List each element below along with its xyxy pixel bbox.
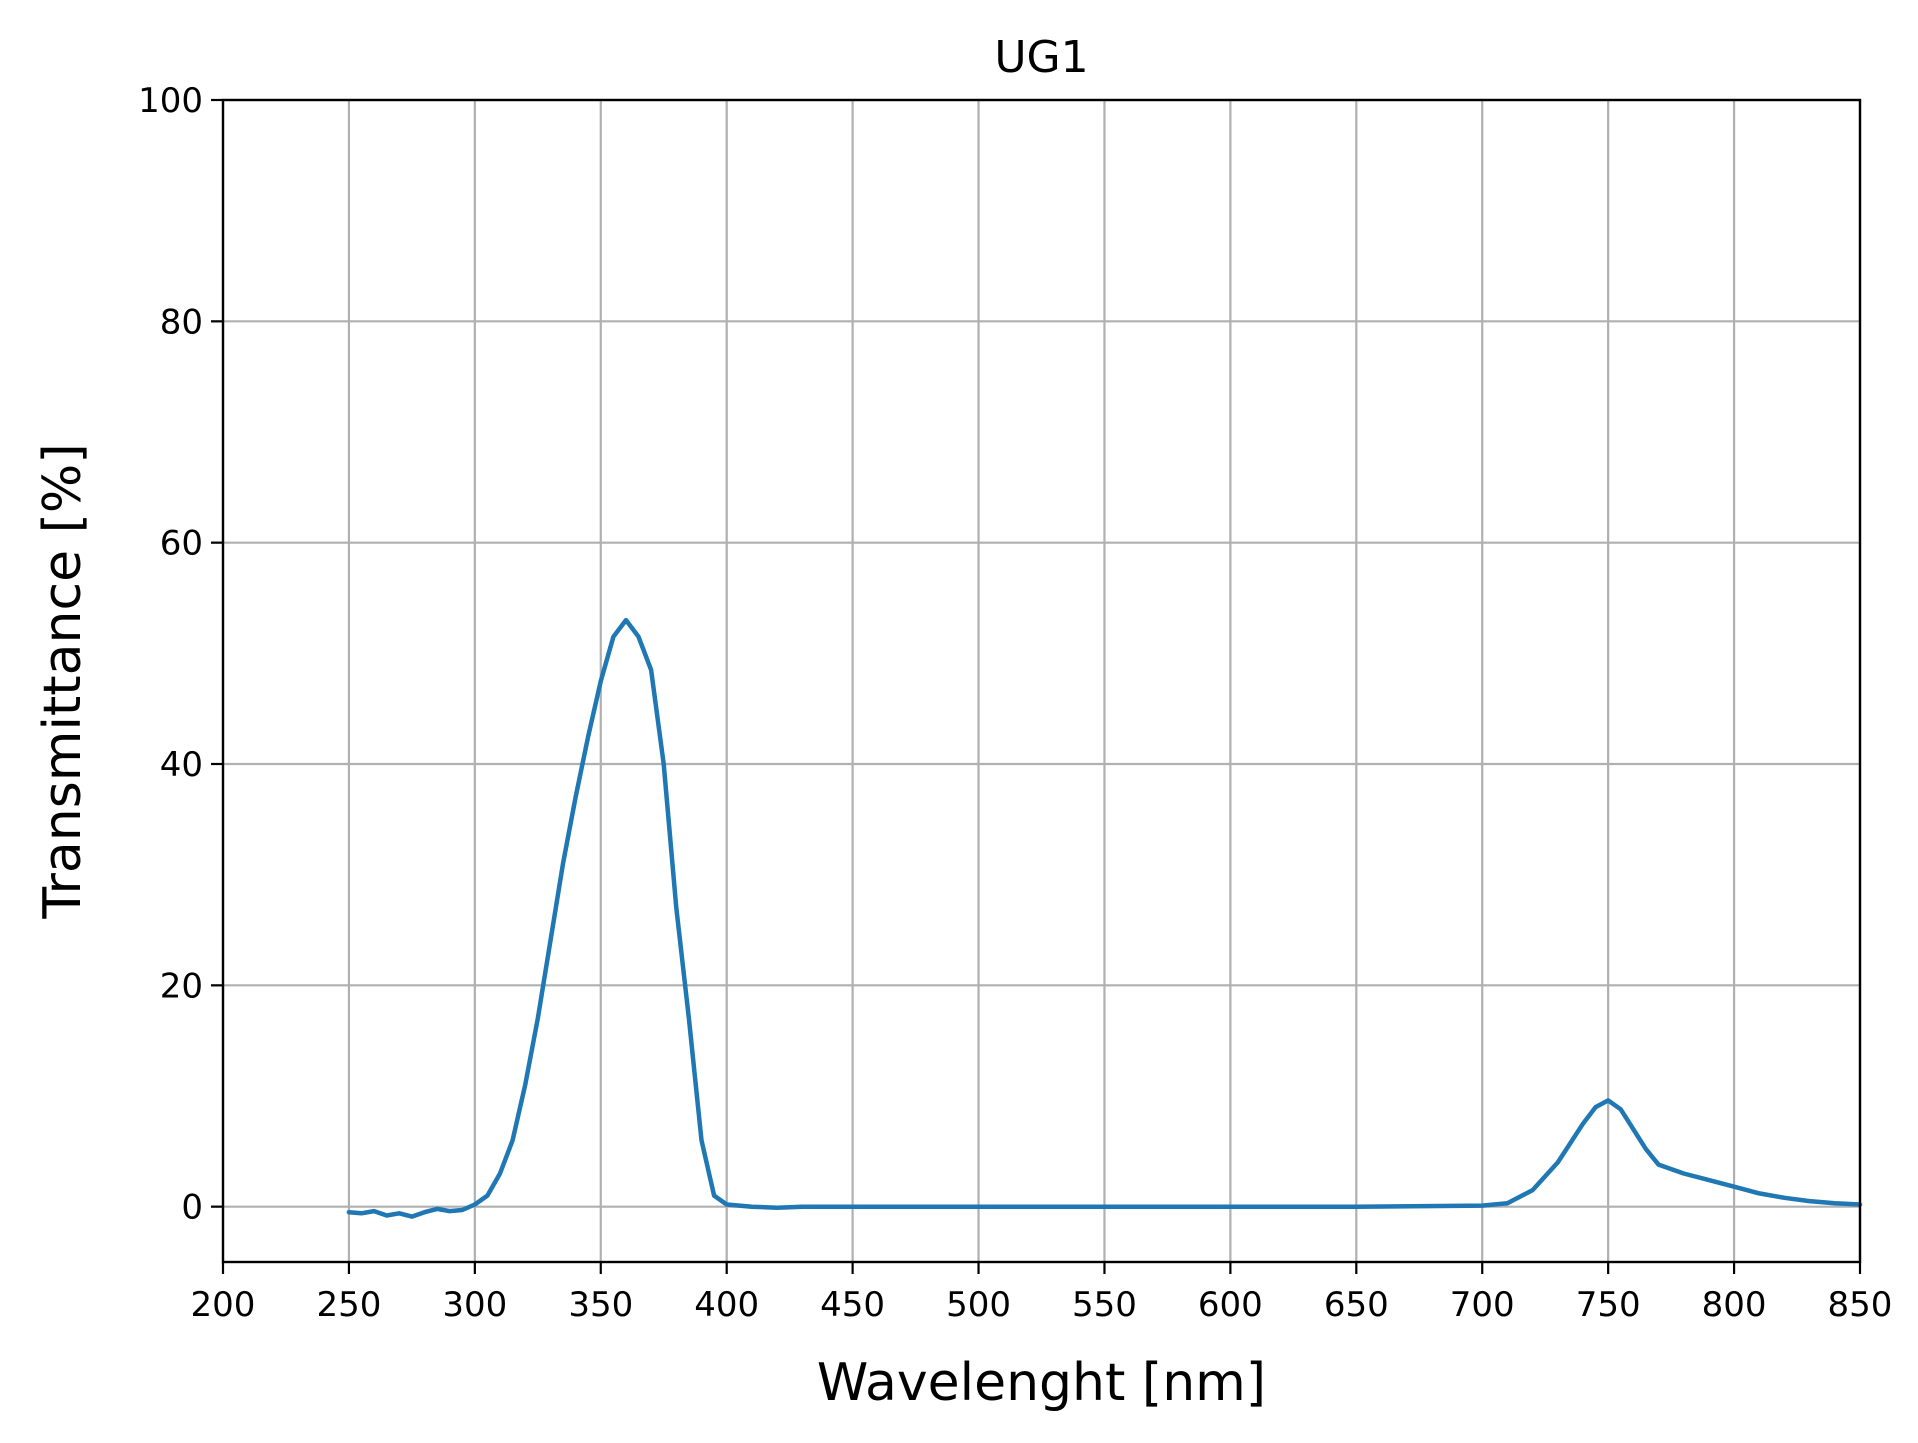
ticks: 200 250 300 350 400 450 500 550 600 650 700 750 800 8…: [138, 81, 1892, 1325]
x-tick-label: 700: [1450, 1285, 1515, 1325]
plot-frame: [221, 98, 1862, 1264]
x-tick-label: 350: [568, 1285, 633, 1325]
x-tick-label: 500: [946, 1285, 1011, 1325]
y-tick-label: 0: [181, 1188, 203, 1228]
x-tick-label: 400: [694, 1285, 759, 1325]
x-tick-label: 800: [1702, 1285, 1767, 1325]
chart-title: UG1: [994, 32, 1088, 83]
x-tick-label: 600: [1198, 1285, 1263, 1325]
series-line-0: [346, 617, 1863, 1219]
x-tick-label: 200: [191, 1285, 256, 1325]
y-axis-title: Transmittance [%]: [33, 443, 93, 919]
x-tick-label: 750: [1576, 1285, 1641, 1325]
x-tick-label: 650: [1324, 1285, 1389, 1325]
y-tick-label: 60: [160, 524, 203, 564]
x-tick-label: 850: [1828, 1285, 1893, 1325]
y-tick-label: 40: [160, 745, 203, 785]
x-tick-label: 550: [1072, 1285, 1137, 1325]
x-axis-title: Wavelenght [nm]: [817, 1353, 1266, 1413]
y-tick-label: 20: [160, 966, 203, 1006]
x-tick-label: 250: [316, 1285, 381, 1325]
x-tick-label: 450: [820, 1285, 885, 1325]
series-layer: [346, 617, 1863, 1219]
x-tick-label: 300: [442, 1285, 507, 1325]
y-tick-label: 80: [160, 302, 203, 342]
y-tick-label: 100: [138, 81, 203, 121]
grid: [221, 98, 1862, 1262]
